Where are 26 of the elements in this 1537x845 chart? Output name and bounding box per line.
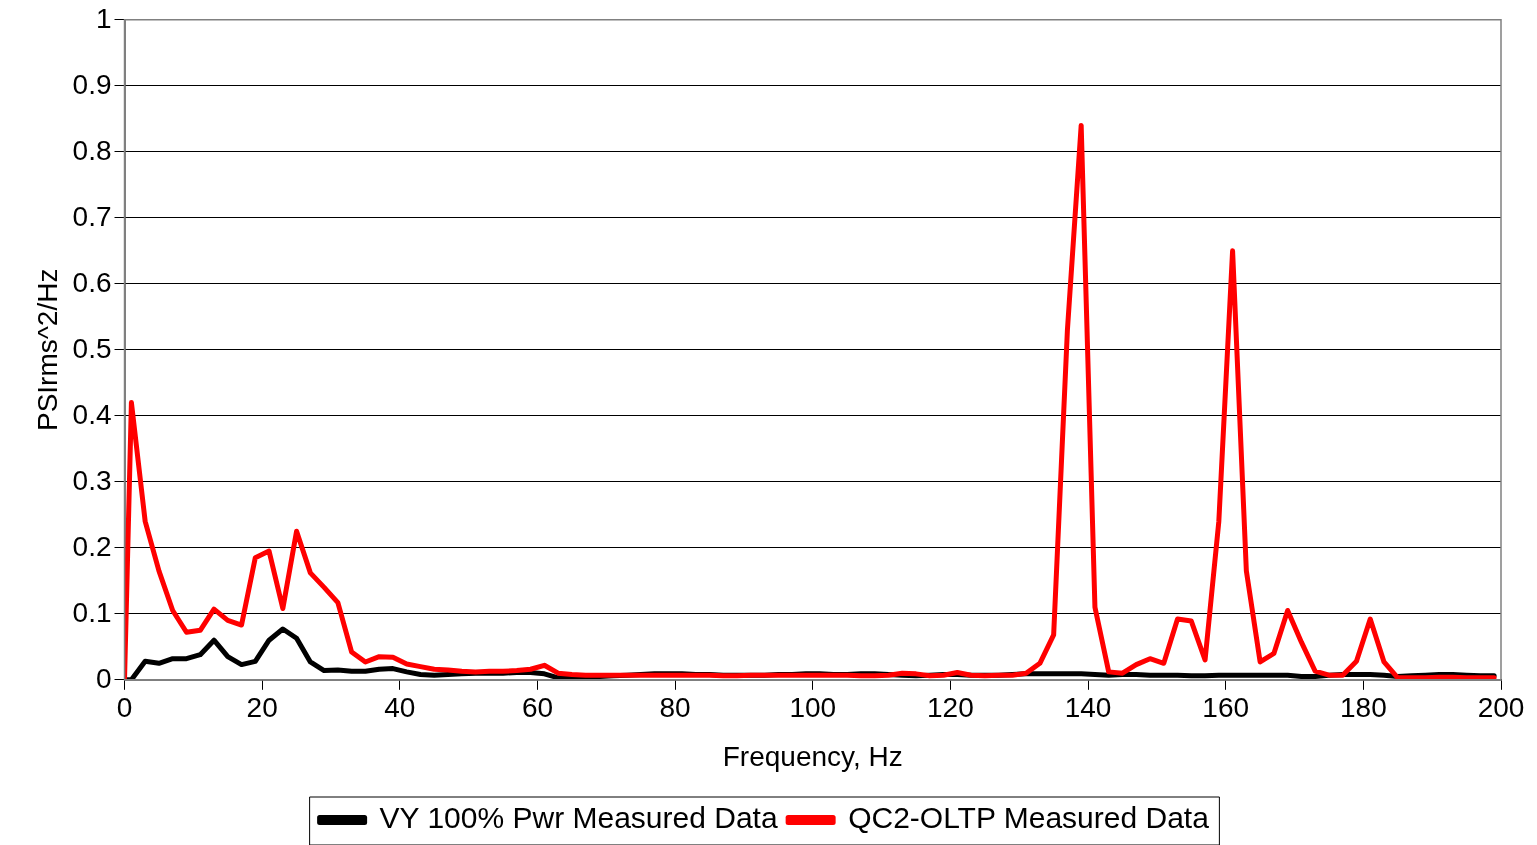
y-axis-title: PSIrms^2/Hz	[31, 268, 63, 432]
x-tick-label: 40	[384, 692, 416, 724]
y-tick-label: 0.8	[72, 134, 112, 166]
x-tick-label: 180	[1339, 692, 1387, 724]
x-tick-label: 80	[659, 692, 691, 724]
x-tick-label: 160	[1202, 692, 1250, 724]
x-axis-title: Frequency, Hz	[722, 740, 903, 772]
y-tick-label: 0.3	[72, 464, 112, 496]
y-tick-label: 0.9	[72, 68, 112, 100]
y-tick-label: 0.1	[72, 596, 112, 628]
y-tick-label: 0.5	[72, 332, 112, 364]
x-tick-label: 140	[1064, 692, 1112, 724]
x-tick-label: 200	[1477, 692, 1525, 724]
y-tick-label: 0.7	[72, 200, 112, 232]
x-tick-label: 0	[116, 692, 133, 724]
x-tick-label: 60	[521, 692, 554, 724]
legend-label: QC2-OLTP Measured Data	[848, 801, 1210, 835]
y-tick-label: 1	[95, 2, 112, 34]
y-tick-label: 0.2	[72, 530, 112, 562]
y-tick-label: 0	[95, 662, 112, 694]
y-tick-label: 0.6	[72, 266, 112, 298]
y-tick-label: 0.4	[72, 398, 112, 430]
x-tick-label: 100	[789, 692, 837, 724]
x-tick-label: 120	[927, 692, 974, 724]
legend-label: VY 100% Pwr Measured Data	[379, 801, 778, 835]
x-tick-label: 20	[246, 692, 278, 724]
